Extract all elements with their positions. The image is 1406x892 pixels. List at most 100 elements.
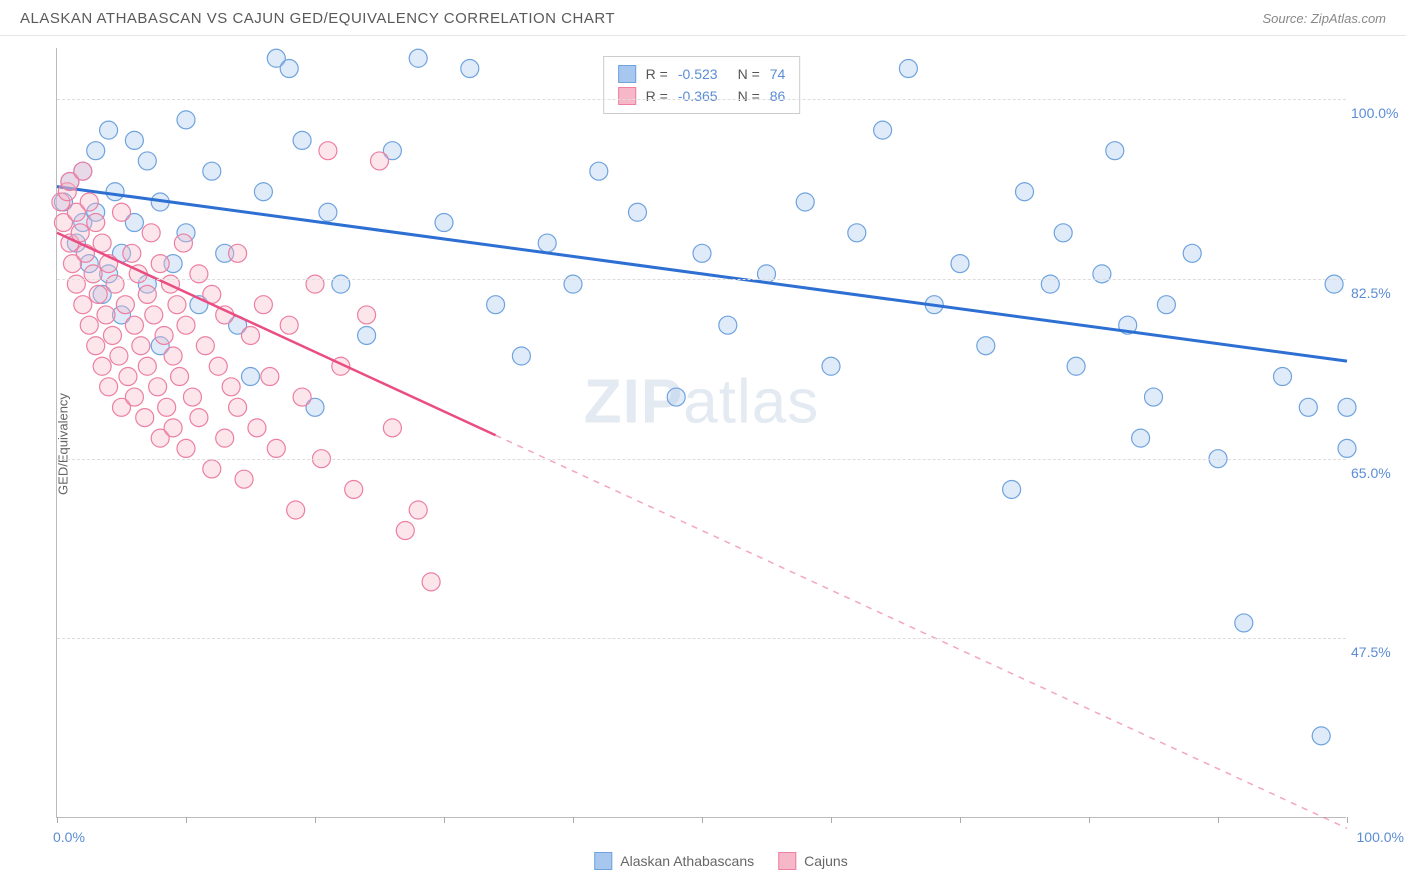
stats-row-series-2: R = -0.365 N = 86: [618, 85, 786, 107]
scatter-point: [106, 183, 124, 201]
x-tick: [315, 817, 316, 823]
scatter-svg: [57, 48, 1347, 818]
scatter-point: [71, 224, 89, 242]
x-tick: [573, 817, 574, 823]
scatter-point: [164, 419, 182, 437]
scatter-point: [951, 255, 969, 273]
scatter-point: [174, 234, 192, 252]
scatter-point: [113, 203, 131, 221]
scatter-point: [149, 378, 167, 396]
x-tick-label-max: 100.0%: [1357, 829, 1404, 845]
scatter-point: [461, 60, 479, 78]
stat-n-1: 74: [770, 66, 786, 82]
scatter-point: [1157, 296, 1175, 314]
scatter-point: [293, 131, 311, 149]
y-tick-label: 47.5%: [1351, 644, 1406, 660]
scatter-point: [383, 419, 401, 437]
scatter-point: [93, 357, 111, 375]
scatter-point: [1054, 224, 1072, 242]
scatter-point: [538, 234, 556, 252]
y-tick-label: 100.0%: [1351, 105, 1406, 121]
scatter-point: [67, 275, 85, 293]
scatter-point: [1299, 398, 1317, 416]
scatter-point: [358, 326, 376, 344]
x-tick: [57, 817, 58, 823]
scatter-point: [164, 347, 182, 365]
scatter-point: [177, 316, 195, 334]
gridline-h: [57, 99, 1346, 100]
scatter-point: [106, 275, 124, 293]
stat-r-1: -0.523: [678, 66, 718, 82]
x-tick: [444, 817, 445, 823]
stats-row-series-1: R = -0.523 N = 74: [618, 63, 786, 85]
scatter-point: [100, 121, 118, 139]
scatter-point: [138, 285, 156, 303]
x-tick: [186, 817, 187, 823]
scatter-point: [125, 388, 143, 406]
scatter-point: [138, 152, 156, 170]
scatter-point: [796, 193, 814, 211]
scatter-point: [254, 296, 272, 314]
scatter-point: [168, 296, 186, 314]
scatter-point: [158, 398, 176, 416]
scatter-point: [1338, 439, 1356, 457]
scatter-point: [119, 368, 137, 386]
scatter-point: [138, 357, 156, 375]
scatter-point: [487, 296, 505, 314]
scatter-point: [142, 224, 160, 242]
scatter-point: [629, 203, 647, 221]
scatter-point: [1067, 357, 1085, 375]
scatter-point: [84, 265, 102, 283]
scatter-point: [1325, 275, 1343, 293]
bottom-legend: Alaskan Athabascans Cajuns: [594, 852, 847, 870]
scatter-point: [422, 573, 440, 591]
scatter-point: [229, 244, 247, 262]
gridline-h: [57, 638, 1346, 639]
chart-title: ALASKAN ATHABASCAN VS CAJUN GED/EQUIVALE…: [20, 10, 615, 27]
scatter-point: [319, 203, 337, 221]
scatter-point: [87, 337, 105, 355]
scatter-point: [116, 296, 134, 314]
scatter-point: [899, 60, 917, 78]
scatter-point: [125, 316, 143, 334]
chart-header: ALASKAN ATHABASCAN VS CAJUN GED/EQUIVALE…: [0, 0, 1406, 36]
scatter-point: [242, 326, 260, 344]
scatter-point: [267, 439, 285, 457]
scatter-point: [74, 296, 92, 314]
scatter-point: [667, 388, 685, 406]
scatter-point: [758, 265, 776, 283]
chart-container: GED/Equivalency ZIPatlas R = -0.523 N = …: [56, 48, 1386, 840]
scatter-point: [145, 306, 163, 324]
stats-swatch-2: [618, 87, 636, 105]
scatter-point: [1274, 368, 1292, 386]
legend-swatch-2: [778, 852, 796, 870]
scatter-point: [409, 501, 427, 519]
scatter-point: [229, 398, 247, 416]
scatter-point: [409, 49, 427, 67]
scatter-point: [97, 306, 115, 324]
scatter-point: [396, 522, 414, 540]
scatter-point: [209, 357, 227, 375]
scatter-point: [190, 409, 208, 427]
legend-label-1: Alaskan Athabascans: [620, 853, 754, 869]
scatter-point: [719, 316, 737, 334]
scatter-point: [80, 316, 98, 334]
y-tick-label: 82.5%: [1351, 285, 1406, 301]
scatter-point: [110, 347, 128, 365]
scatter-point: [1093, 265, 1111, 283]
scatter-point: [100, 378, 118, 396]
scatter-point: [248, 419, 266, 437]
scatter-point: [74, 162, 92, 180]
gridline-h: [57, 279, 1346, 280]
x-tick: [960, 817, 961, 823]
stats-swatch-1: [618, 65, 636, 83]
scatter-point: [319, 142, 337, 160]
scatter-point: [171, 368, 189, 386]
scatter-point: [151, 255, 169, 273]
scatter-point: [280, 316, 298, 334]
scatter-point: [848, 224, 866, 242]
scatter-point: [371, 152, 389, 170]
x-tick: [831, 817, 832, 823]
scatter-point: [435, 214, 453, 232]
scatter-point: [155, 326, 173, 344]
